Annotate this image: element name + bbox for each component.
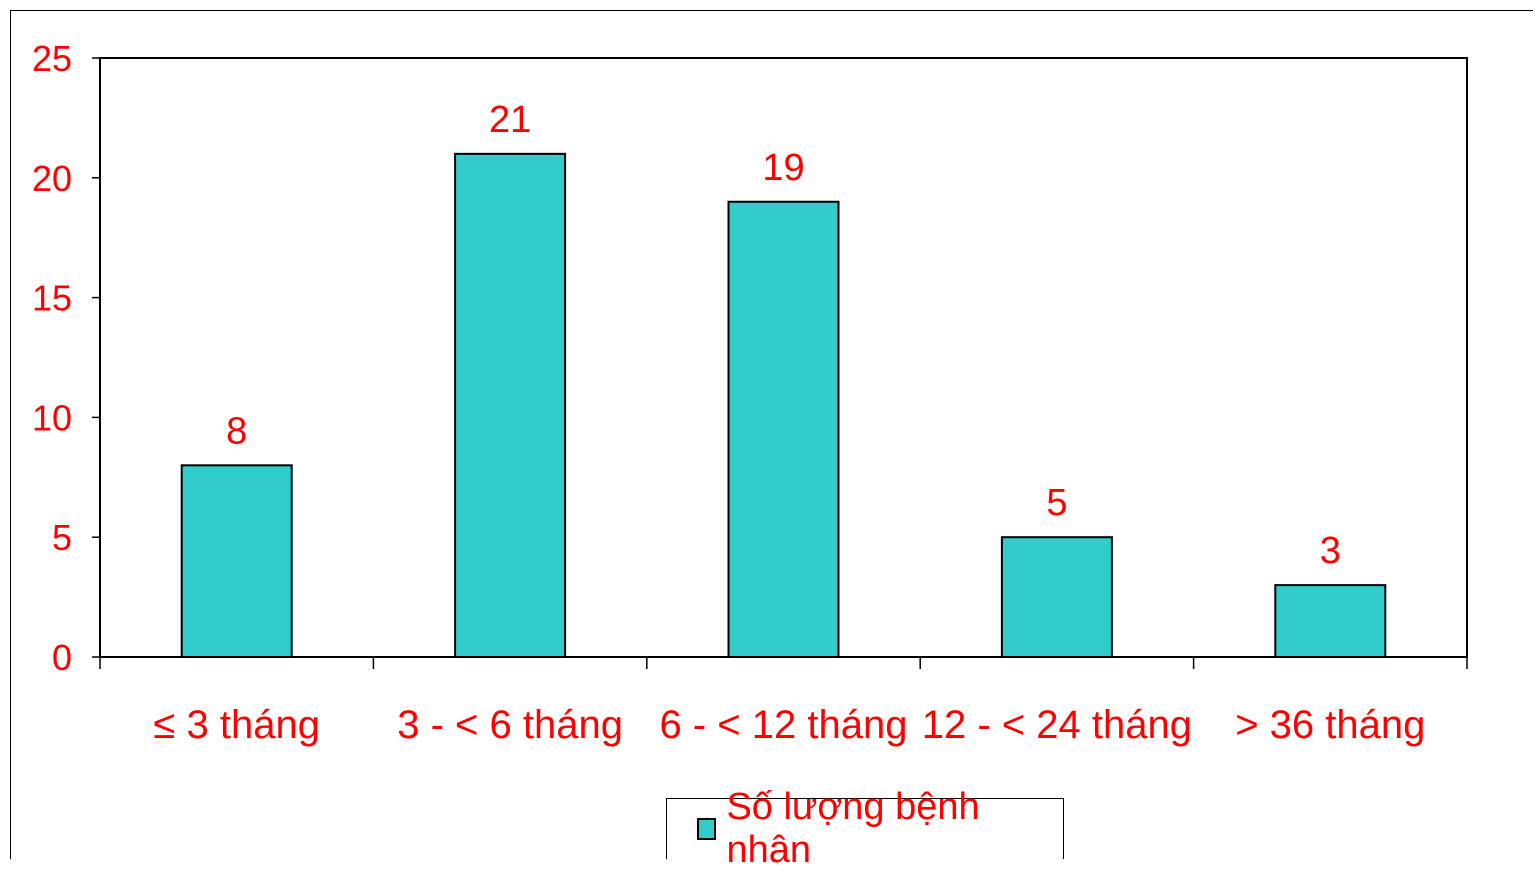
x-category-label: > 36 tháng	[1235, 703, 1425, 747]
data-label: 19	[762, 147, 804, 189]
legend-label: Số lượng bệnh nhân	[726, 786, 980, 871]
bar	[1274, 584, 1387, 658]
y-tick-label: 5	[52, 517, 72, 558]
bar	[454, 152, 567, 658]
y-tick-label: 20	[32, 158, 72, 199]
data-label: 21	[489, 99, 531, 141]
y-tick-label: 15	[32, 278, 72, 319]
data-label: 8	[226, 410, 247, 452]
legend: Số lượng bệnh nhân	[666, 786, 1064, 871]
bar	[1000, 536, 1113, 659]
x-category-label: 6 - < 12 tháng	[660, 703, 908, 747]
legend-swatch	[697, 818, 717, 840]
x-category-label: 12 - < 24 tháng	[922, 703, 1192, 747]
bar	[727, 200, 840, 658]
bar	[180, 464, 293, 658]
chart-frame	[10, 10, 1533, 859]
y-tick-label: 0	[52, 637, 72, 678]
data-label: 5	[1046, 482, 1067, 524]
y-tick-label: 25	[32, 38, 72, 79]
y-tick-label: 10	[32, 397, 72, 438]
plot-area: 0 5 10 15 20 25 8 ≤ 3 tháng 21 3 - < 6 tháng 19 6 -…	[32, 38, 1468, 747]
data-label: 3	[1320, 530, 1341, 572]
x-category-label: 3 - < 6 tháng	[397, 703, 623, 747]
x-category-label: ≤ 3 tháng	[153, 703, 320, 747]
